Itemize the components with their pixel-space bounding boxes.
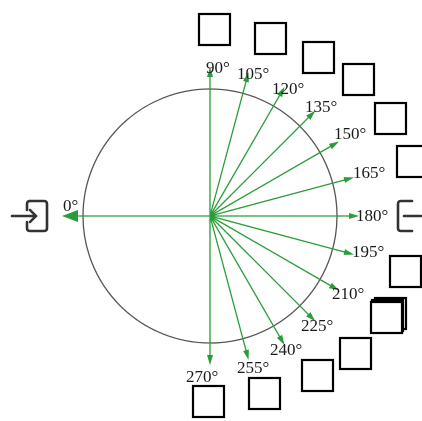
label-225: 225° — [301, 316, 333, 335]
label-0: 0° — [63, 196, 78, 215]
label-90: 90° — [206, 58, 230, 77]
label-105: 105° — [237, 64, 269, 83]
ray-135 — [210, 113, 313, 216]
label-255: 255° — [237, 358, 269, 377]
label-240: 240° — [270, 340, 302, 359]
ray-120 — [210, 90, 283, 216]
box-255[interactable] — [302, 360, 333, 391]
box-270[interactable] — [249, 378, 280, 409]
label-150: 150° — [334, 124, 366, 143]
ray-225 — [210, 216, 313, 319]
logout-icon[interactable] — [398, 201, 421, 231]
box-135[interactable] — [343, 64, 374, 95]
label-120: 120° — [272, 79, 304, 98]
box-90[interactable] — [199, 14, 230, 45]
ray-240 — [210, 216, 283, 342]
login-icon[interactable] — [12, 201, 47, 231]
box-165[interactable] — [397, 146, 422, 177]
ray-210 — [210, 216, 336, 289]
ray-105 — [210, 76, 248, 216]
label-135: 135° — [305, 97, 337, 116]
ray-255 — [210, 216, 248, 356]
box-extra-1[interactable] — [371, 302, 402, 333]
box-150[interactable] — [375, 103, 406, 134]
box-240[interactable] — [340, 338, 371, 369]
label-270: 270° — [186, 367, 218, 386]
box-extra-0[interactable] — [193, 386, 224, 417]
box-195[interactable] — [390, 256, 421, 287]
label-195: 195° — [352, 242, 384, 261]
ray-195 — [210, 216, 350, 254]
box-105[interactable] — [255, 23, 286, 54]
box-120[interactable] — [303, 42, 334, 73]
label-165: 165° — [353, 163, 385, 182]
label-210: 210° — [332, 284, 364, 303]
label-180: 180° — [356, 206, 388, 225]
ray-150 — [210, 144, 336, 217]
ray-270-arrowhead — [207, 355, 213, 365]
ray-165 — [210, 178, 350, 216]
